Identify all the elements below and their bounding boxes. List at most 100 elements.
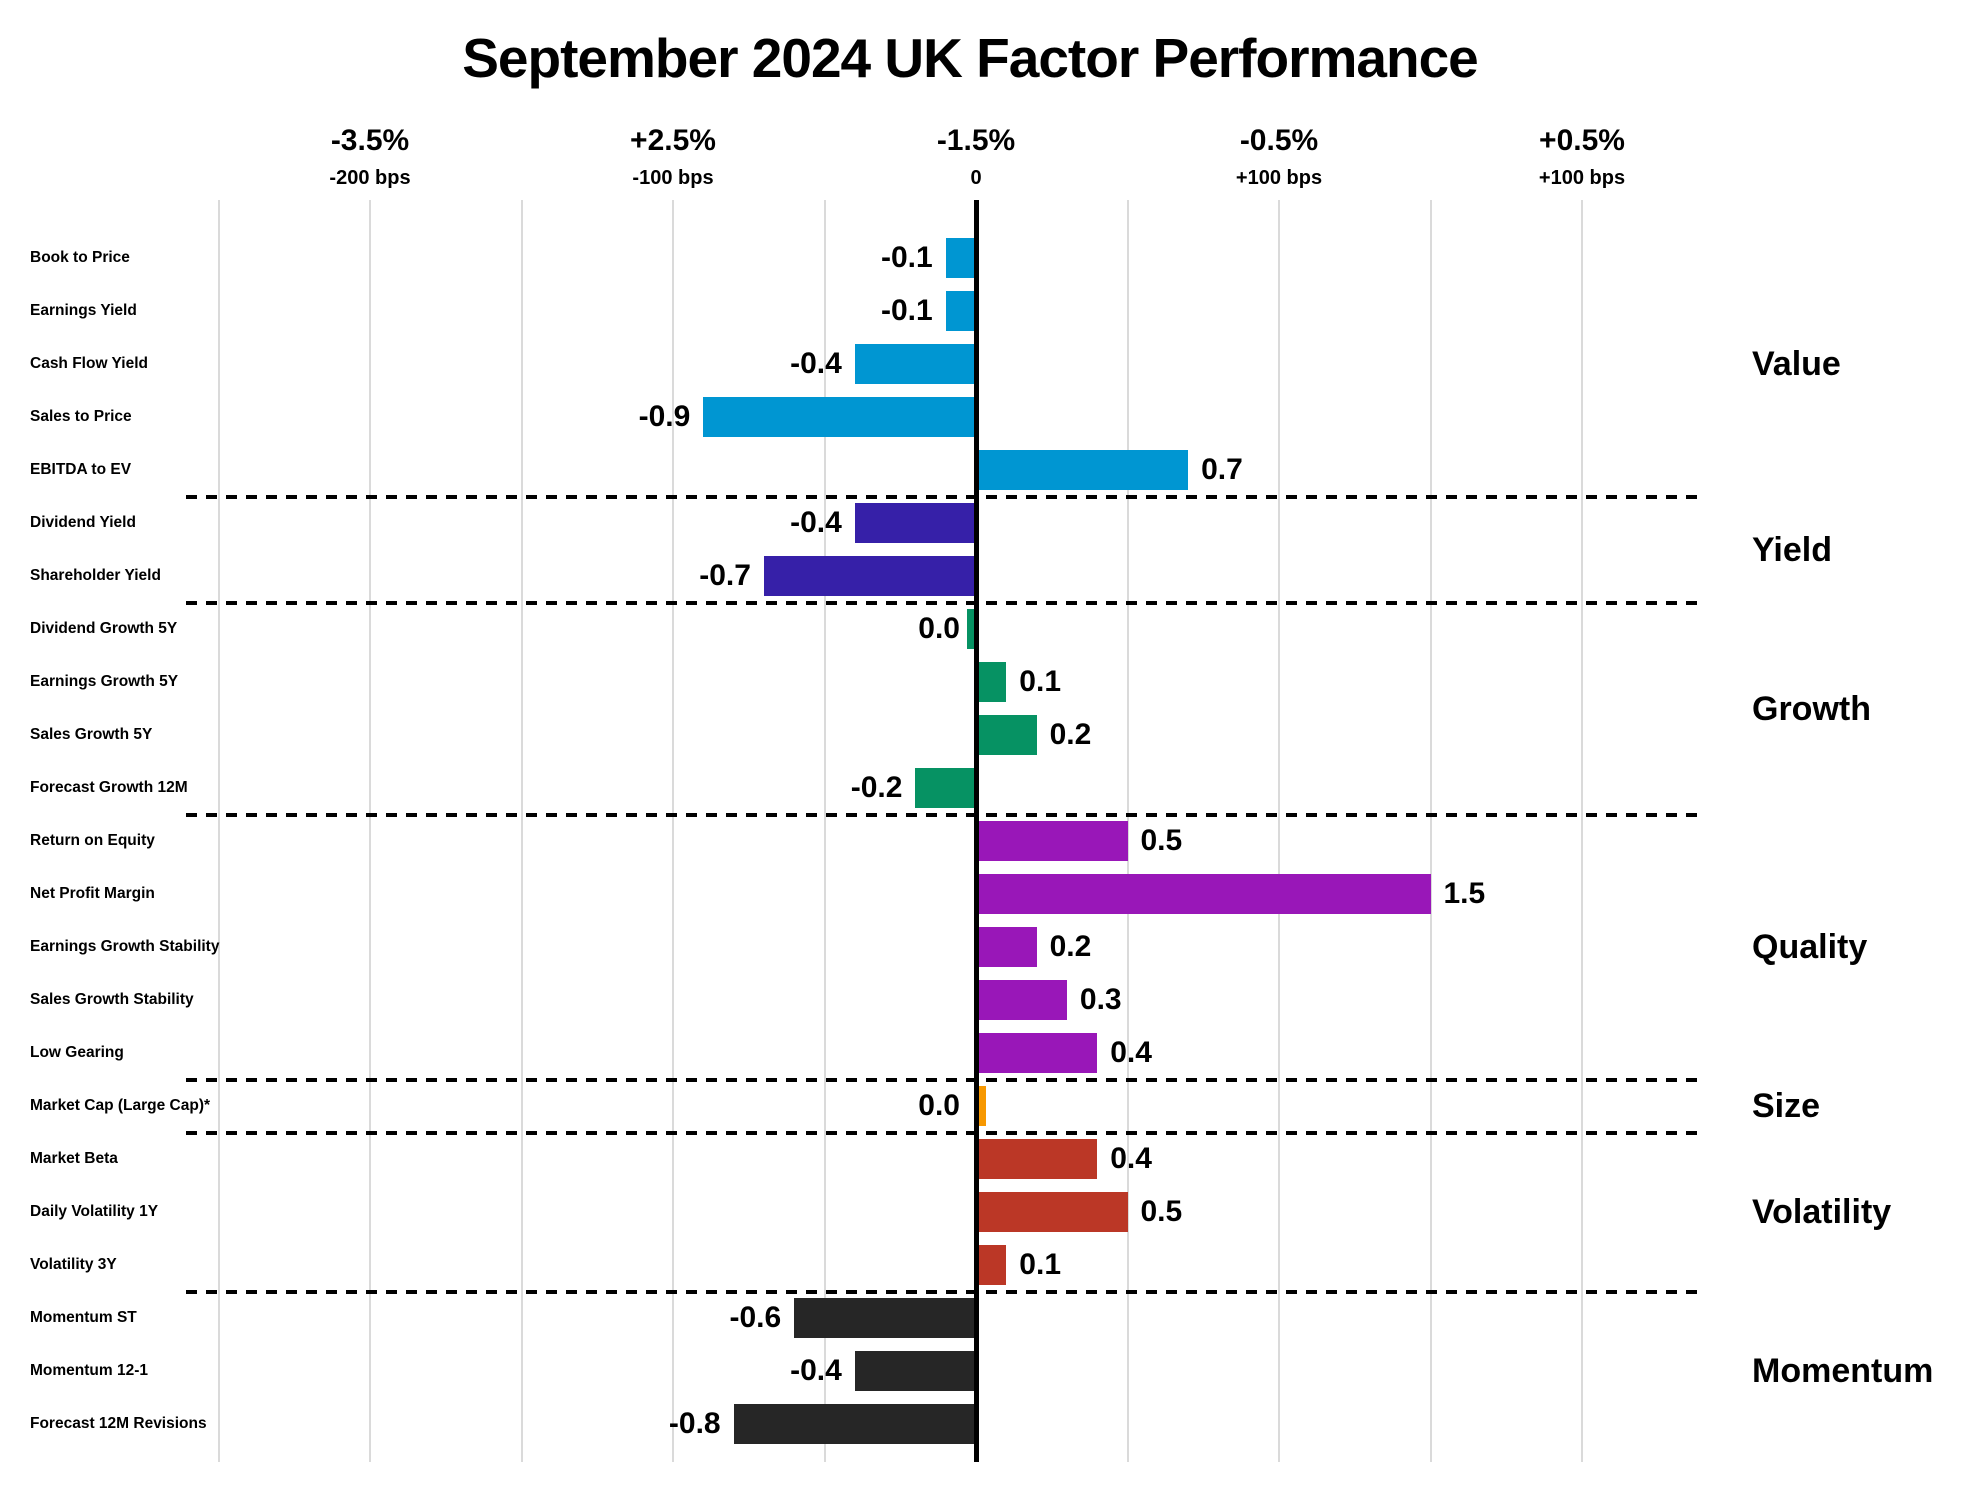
gridline	[1581, 200, 1583, 1462]
category-label: Shareholder Yield	[30, 567, 161, 584]
category-label: Sales Growth Stability	[30, 991, 194, 1008]
bar	[854, 344, 976, 384]
group-label: Value	[1752, 345, 1841, 383]
group-label: Quality	[1752, 928, 1868, 966]
bar	[976, 1139, 1098, 1179]
tick-bps-label: +100 bps	[1538, 167, 1626, 189]
value-label: 0.1	[1019, 1248, 1062, 1281]
bar	[978, 1086, 986, 1126]
value-label: -0.1	[881, 241, 933, 274]
tick-label-2: -1.5% 0	[866, 124, 1086, 190]
group-separator-line	[186, 812, 1702, 817]
value-label: 0.3	[1079, 983, 1122, 1016]
bar	[733, 1404, 976, 1444]
value-label: 0.4	[1110, 1142, 1152, 1175]
group-label: Volatility	[1752, 1193, 1892, 1231]
bar	[915, 768, 976, 808]
gridline	[217, 200, 220, 1462]
value-label: 0.5	[1140, 824, 1183, 857]
tick-percent-label: +2.5%	[630, 124, 716, 157]
group-label: Size	[1752, 1087, 1821, 1125]
bar	[854, 1351, 976, 1391]
value-label: 0.5	[1140, 1195, 1183, 1228]
value-label: 0.0	[918, 612, 960, 645]
tick-percent-label: +0.5%	[1539, 124, 1625, 157]
tick-label-1: +2.5% -100 bps	[563, 124, 783, 190]
value-label: 0.0	[918, 1089, 960, 1122]
category-label: Book to Price	[30, 249, 130, 266]
bar	[794, 1298, 976, 1338]
value-label: 0.4	[1110, 1036, 1152, 1069]
category-label: Forecast Growth 12M	[30, 779, 188, 796]
bar	[763, 556, 976, 596]
bar	[976, 1033, 1098, 1073]
tick-percent-label: -1.5%	[936, 124, 1016, 157]
category-label: Low Gearing	[30, 1044, 124, 1061]
bar	[976, 450, 1189, 490]
category-label: Earnings Growth 5Y	[30, 673, 179, 690]
category-label: Return on Equity	[30, 832, 155, 849]
gridline	[823, 200, 826, 1462]
group-label: Yield	[1752, 530, 1832, 569]
bar	[976, 1192, 1128, 1232]
category-label: Sales to Price	[30, 408, 132, 425]
category-label: Earnings Yield	[30, 302, 137, 319]
group-separator-line	[186, 600, 1702, 605]
group-label: Growth	[1752, 689, 1871, 728]
category-label: Net Profit Margin	[30, 885, 155, 902]
value-label: 0.7	[1201, 453, 1243, 486]
bar	[703, 397, 976, 437]
value-label: -0.4	[790, 506, 842, 539]
tick-label-4: +0.5% +100 bps	[1472, 124, 1692, 190]
value-label: -0.7	[699, 559, 751, 592]
category-label: Forecast 12M Revisions	[30, 1415, 207, 1432]
value-label: -0.8	[668, 1407, 721, 1440]
bar	[976, 715, 1037, 755]
bar	[966, 609, 974, 649]
value-label: -0.1	[881, 294, 933, 327]
zero-axis-line	[973, 200, 979, 1462]
value-label: 0.1	[1019, 665, 1062, 698]
gridline	[672, 200, 674, 1462]
tick-bps-label: -100 bps	[632, 167, 714, 189]
category-label: Earnings Growth Stability	[30, 938, 220, 955]
tick-percent-label: -3.5%	[330, 124, 410, 157]
tick-label-3: -0.5% +100 bps	[1169, 124, 1389, 190]
gridline	[1429, 200, 1432, 1462]
bar	[854, 503, 976, 543]
category-label: Momentum ST	[30, 1309, 137, 1326]
gridline	[520, 200, 523, 1462]
category-label: Dividend Yield	[30, 514, 136, 531]
bar	[976, 927, 1037, 967]
tick-bps-label: +100 bps	[1235, 167, 1323, 189]
tick-label-0: -3.5% -200 bps	[260, 124, 480, 190]
value-label: -0.4	[790, 1354, 842, 1387]
value-label: -0.9	[638, 400, 691, 433]
category-label: Daily Volatility 1Y	[30, 1203, 159, 1220]
value-label: -0.2	[850, 771, 903, 804]
category-label: Momentum 12-1	[30, 1362, 148, 1379]
bar	[976, 662, 1007, 702]
value-label: 0.2	[1049, 718, 1092, 751]
category-label: Market Beta	[30, 1150, 118, 1167]
tick-percent-label: -0.5%	[1239, 124, 1319, 157]
group-separator-line	[186, 1077, 1702, 1082]
gridline	[1278, 200, 1280, 1462]
group-separator-line	[186, 1130, 1702, 1135]
group-separator-line	[186, 494, 1702, 499]
category-label: Sales Growth 5Y	[30, 726, 153, 743]
bar	[976, 980, 1067, 1020]
value-label: 0.2	[1049, 930, 1092, 963]
bar	[945, 291, 976, 331]
group-label: Momentum	[1752, 1352, 1934, 1390]
bar	[976, 1245, 1007, 1285]
category-label: EBITDA to EV	[30, 461, 132, 478]
bar	[945, 238, 976, 278]
chart-title: September 2024 UK Factor Performance	[462, 27, 1479, 89]
bar	[976, 821, 1128, 861]
tick-bps-label: 0	[970, 167, 982, 189]
group-separator-line	[186, 1289, 1702, 1294]
gridline	[369, 200, 371, 1462]
value-label: -0.6	[729, 1301, 782, 1334]
